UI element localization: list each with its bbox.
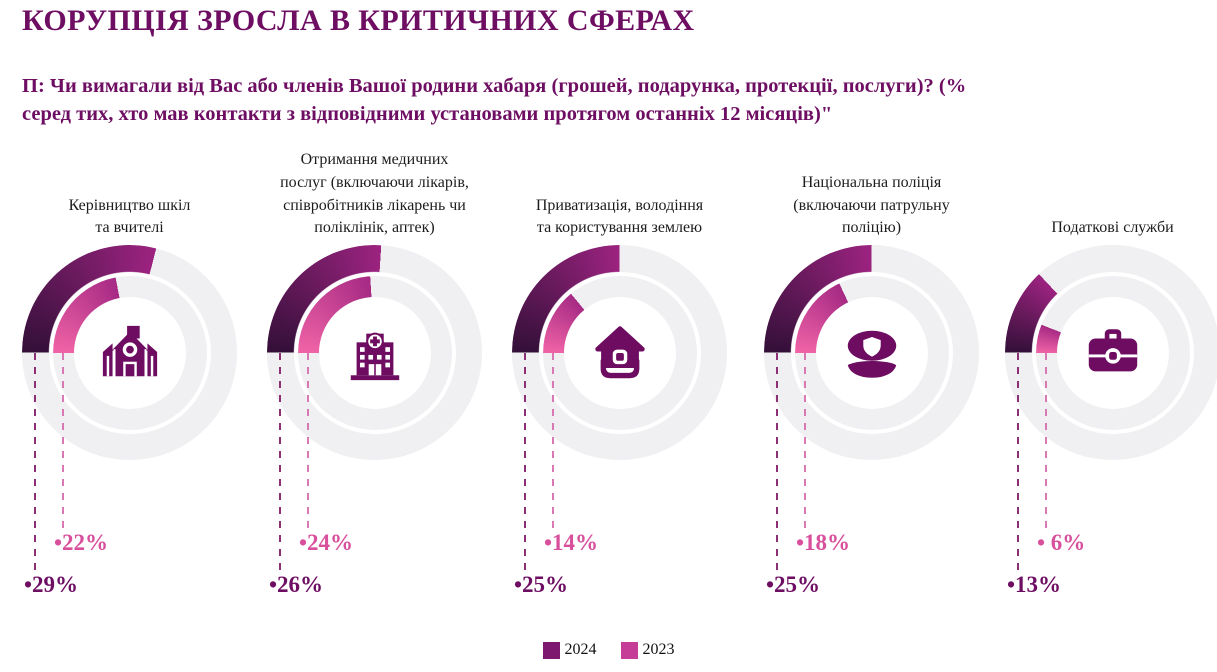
chart-group-5: Податкові служби • 6% •13% [991,145,1217,610]
value-2023: •18% [796,530,851,555]
legend-swatch-2023 [620,641,638,659]
legend-item-2024: 2024 [542,641,597,659]
value-2023: • 6% [1037,530,1086,555]
leader-line-2024 [524,353,526,571]
legend: 2024 2023 [0,641,1217,659]
chart-category-label: Приватизація, володіння та користування … [535,196,704,237]
legend-swatch-2024 [542,641,560,659]
house-land-icon [594,325,645,378]
icon-circle [815,296,928,409]
donut-chart [512,245,727,460]
survey-question: П: Чи вимагали від Вас або членів Вашої … [22,75,967,126]
donut-chart [764,245,979,460]
donut-chart [22,245,237,460]
police-cap-icon [847,330,896,378]
leader-line-2024 [1017,353,1019,571]
leader-line-2023 [1045,353,1047,529]
chart-group-1: Керівництво шкіл та вчителі •22% •29% [8,145,251,610]
page-title: КОРУПЦІЯ ЗРОСЛА В КРИТИЧНИХ СФЕРАХ [22,4,695,37]
value-2023: •24% [299,530,354,555]
chart-category-label: Національна поліція (включаючи патрульну… [793,173,950,237]
chart-group-3: Приватизація, володіння та користування … [498,145,741,610]
leader-line-2023 [552,353,554,529]
value-2024: •13% [1007,572,1062,597]
value-2023: •14% [544,530,599,555]
leader-line-2023 [307,353,309,529]
briefcase-icon [1088,328,1137,371]
icon-circle [1056,296,1169,409]
hospital-icon [350,332,399,380]
chart-category-label: Податкові служби [1051,219,1174,237]
leader-line-2023 [804,353,806,529]
value-2024: •25% [766,572,821,597]
value-2023: •22% [54,530,109,555]
chart-category-label: Керівництво шкіл та вчителі [68,196,191,237]
value-2024: •26% [269,572,324,597]
legend-label-2024: 2024 [564,641,597,658]
legend-item-2023: 2023 [620,641,675,659]
value-2024: •29% [24,572,79,597]
leader-line-2024 [279,353,281,571]
chart-category-label: Отримання медичних послуг (включаючи лік… [280,151,469,237]
icon-circle [318,296,431,409]
icon-circle [73,296,186,409]
value-2024: •25% [514,572,569,597]
leader-line-2024 [776,353,778,571]
legend-label-2023: 2023 [642,641,675,658]
leader-line-2023 [62,353,64,529]
chart-group-4: Національна поліція (включаючи патрульну… [750,145,993,610]
donut-chart [267,245,482,460]
school-icon [102,325,157,376]
icon-circle [563,296,676,409]
leader-line-2024 [34,353,36,571]
chart-group-2: Отримання медичних послуг (включаючи лік… [253,145,496,610]
donut-chart [1005,245,1217,460]
